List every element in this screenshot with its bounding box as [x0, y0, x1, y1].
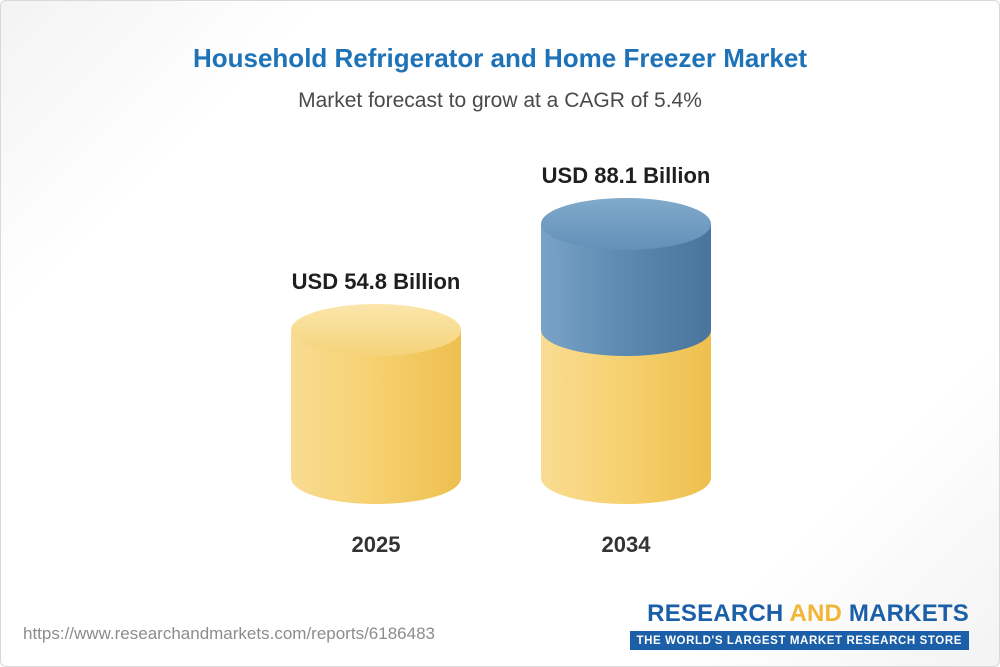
chart-subtitle: Market forecast to grow at a CAGR of 5.4… — [298, 89, 702, 112]
cylinder-2034-growth-segment — [541, 198, 711, 356]
value-label-2034: USD 88.1 Billion — [541, 163, 711, 188]
cylinder-top-cap — [291, 303, 461, 356]
chart-title: Household Refrigerator and Home Freezer … — [192, 43, 808, 73]
cylinder-top-cap — [541, 198, 711, 251]
logo-wordmark: RESEARCH AND MARKETS — [630, 600, 970, 628]
category-label-2025: 2025 — [351, 532, 401, 557]
researchandmarkets-logo: RESEARCH AND MARKETS THE WORLD'S LARGEST… — [629, 600, 970, 650]
logo-word-markets: MARKETS — [848, 600, 969, 627]
value-label-2025: USD 54.8 Billion — [291, 268, 461, 294]
logo-tagline: THE WORLD'S LARGEST MARKET RESEARCH STOR… — [629, 631, 969, 650]
logo-word-and: AND — [789, 600, 843, 627]
category-label-2034: 2034 — [601, 532, 651, 557]
cylinder-2034-base-segment — [541, 329, 711, 504]
cylinder-2025 — [291, 303, 461, 504]
logo-word-research: RESEARCH — [647, 600, 784, 627]
report-url: https://www.researchandmarkets.com/repor… — [23, 624, 435, 643]
